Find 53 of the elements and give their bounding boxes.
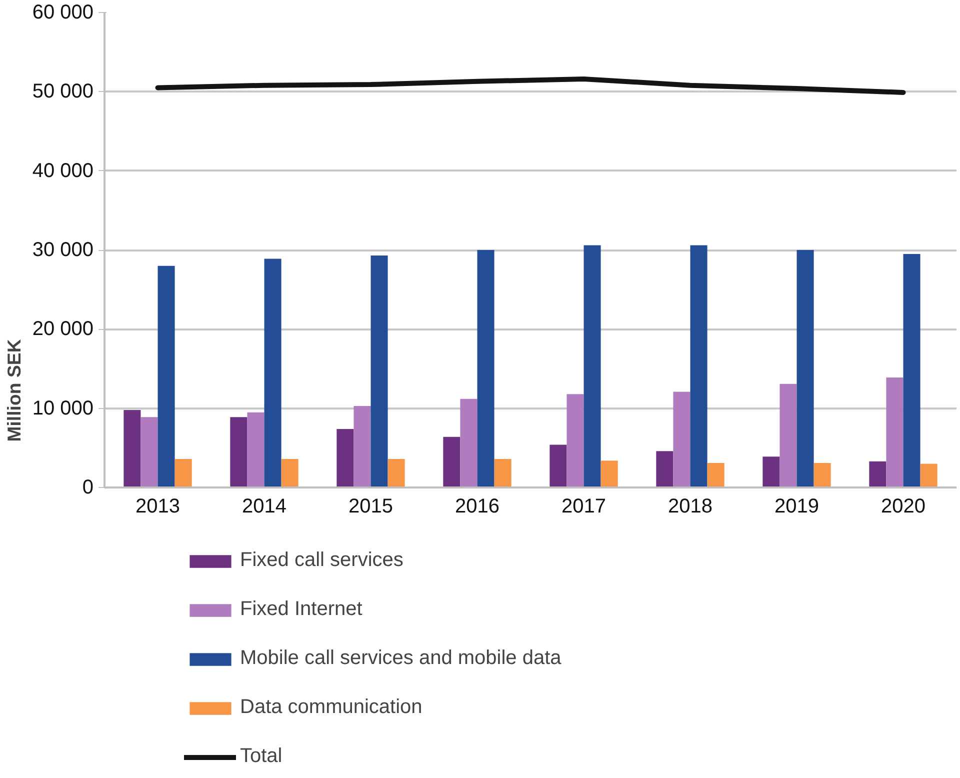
bar xyxy=(656,451,674,488)
x-tick-label: 2018 xyxy=(668,496,713,518)
bar xyxy=(247,412,264,488)
bar xyxy=(780,384,797,488)
y-tick-label: 10 000 xyxy=(32,397,94,420)
bar xyxy=(443,436,460,488)
legend-label: Total xyxy=(240,745,282,768)
bar xyxy=(494,459,512,488)
bar xyxy=(281,459,298,488)
y-tick-label: 20 000 xyxy=(32,318,94,340)
bar xyxy=(370,256,388,488)
bar xyxy=(707,462,724,488)
x-tick-label: 2014 xyxy=(242,496,287,518)
bar xyxy=(796,250,814,488)
bar xyxy=(584,245,601,488)
y-tick-label: 30 000 xyxy=(32,239,94,262)
y-tick-label: 40 000 xyxy=(32,160,94,182)
bar xyxy=(814,462,831,488)
bar xyxy=(673,392,690,488)
bar xyxy=(869,461,886,488)
bar xyxy=(600,460,618,488)
bar xyxy=(920,464,938,488)
bar xyxy=(124,410,141,488)
bar xyxy=(140,417,158,488)
legend-label: Fixed Internet xyxy=(240,598,362,621)
bar xyxy=(158,266,175,488)
bar xyxy=(550,444,567,488)
bar xyxy=(460,398,478,488)
legend-label: Data communication xyxy=(240,696,422,719)
y-tick-label: 60 000 xyxy=(32,2,94,24)
bar xyxy=(690,245,708,488)
bar xyxy=(230,417,248,488)
bar xyxy=(354,406,371,488)
legend-label: Mobile call services and mobile data xyxy=(240,647,562,670)
bar xyxy=(336,428,354,488)
bar xyxy=(388,459,405,488)
bar xyxy=(886,377,904,488)
x-tick-label: 2019 xyxy=(774,496,820,518)
x-tick-label: 2013 xyxy=(136,496,180,518)
y-tick-label: 0 xyxy=(82,476,94,499)
bar xyxy=(174,459,192,488)
y-axis-title: Million SEK xyxy=(3,338,24,442)
bar xyxy=(762,456,780,488)
bar xyxy=(903,254,920,488)
bar xyxy=(566,394,584,488)
x-tick-label: 2016 xyxy=(455,496,500,518)
bar xyxy=(264,258,282,488)
x-tick-label: 2017 xyxy=(562,496,606,518)
bar xyxy=(477,250,494,488)
x-tick-label: 2020 xyxy=(881,496,926,518)
legend-label: Fixed call services xyxy=(240,549,404,572)
x-tick-label: 2015 xyxy=(348,496,394,518)
y-tick-label: 50 000 xyxy=(32,80,94,103)
